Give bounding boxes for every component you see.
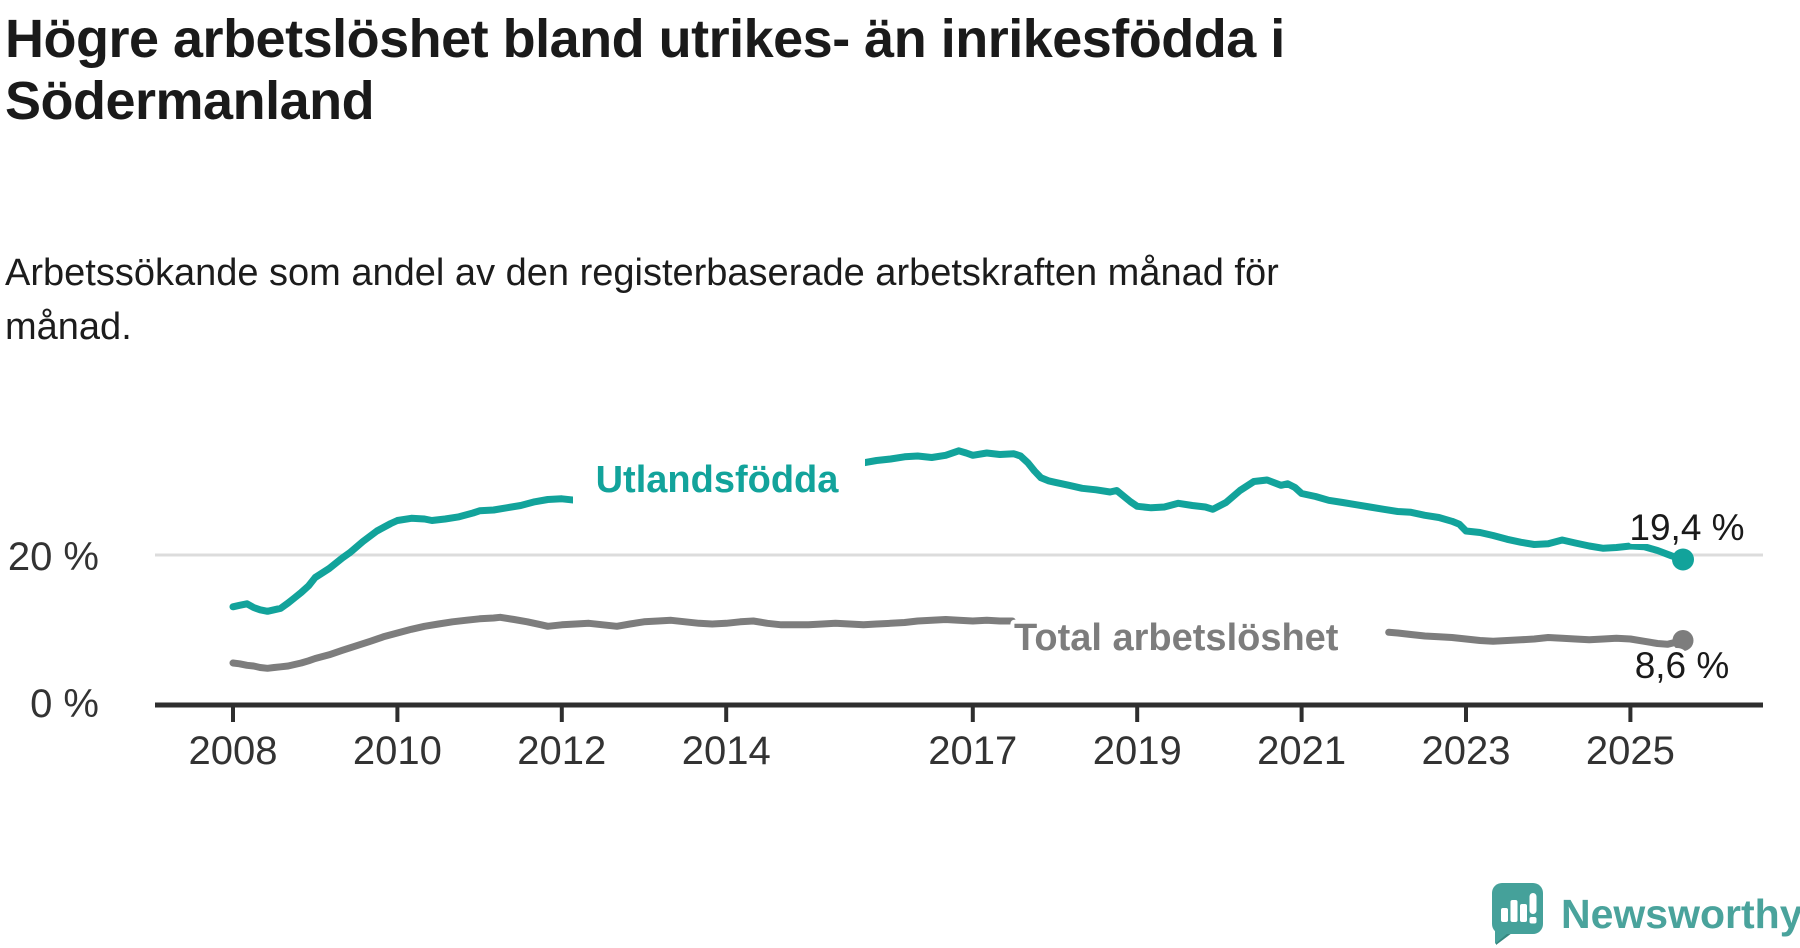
end-value-label-total-arbetsloshet: 8,6 % [1635, 645, 1730, 686]
page-title: Högre arbetslöshet bland utrikes- än inr… [5, 8, 1765, 132]
x-tick-label-2014: 2014 [682, 729, 771, 773]
x-tick-label-2019: 2019 [1093, 729, 1182, 773]
y-axis-label-0: 0 % [30, 682, 99, 726]
series-label-utlandsfodda: Utlandsfödda [596, 459, 840, 501]
logo-exclamation-dot [1529, 917, 1537, 924]
title-line-1: Högre arbetslöshet bland utrikes- än inr… [5, 9, 1285, 69]
label-backdrop-utlandsfodda [573, 456, 865, 506]
newsworthy-logo-text: Newsworthy [1561, 890, 1800, 937]
line-utlandsf-dda-seg0 [229, 447, 1687, 615]
y-axis-label-20: 20 % [8, 535, 99, 579]
x-tick-label-2012: 2012 [517, 729, 606, 773]
x-tick-label-2021: 2021 [1257, 729, 1346, 773]
line-total-arbetsl-shet-seg0 [229, 613, 1016, 672]
x-tick-label-2023: 2023 [1422, 729, 1511, 773]
series-label-total-arbetsloshet: Total arbetslöshet [1014, 617, 1339, 659]
x-tick-label-2025: 2025 [1586, 729, 1675, 773]
x-tick-label-2017: 2017 [928, 729, 1017, 773]
subtitle-line-1: Arbetssökande som andel av den registerb… [5, 252, 1279, 294]
end-dot-total-arbetsl-shet [1672, 630, 1694, 651]
newsworthy-logo: Newsworthy [1488, 882, 1800, 946]
logo-bar-2 [1510, 900, 1518, 922]
subtitle-line-2: månad. [5, 306, 132, 348]
end-dot-utlandsf-dda [1672, 548, 1694, 571]
chart-subtitle: Arbetssökande som andel av den registerb… [5, 246, 1765, 354]
end-value-label-utlandsfodda: 19,4 % [1629, 507, 1744, 548]
logo-exclamation-bar [1529, 893, 1537, 914]
x-tick-label-2008: 2008 [189, 729, 278, 773]
logo-bar-1 [1501, 908, 1508, 922]
title-line-2: Södermanland [5, 71, 375, 131]
x-tick-label-2010: 2010 [353, 729, 442, 773]
logo-bar-3 [1520, 904, 1527, 922]
newsworthy-logo-icon [1492, 883, 1543, 945]
line-total-arbetsl-shet-seg1 [1385, 628, 1687, 648]
